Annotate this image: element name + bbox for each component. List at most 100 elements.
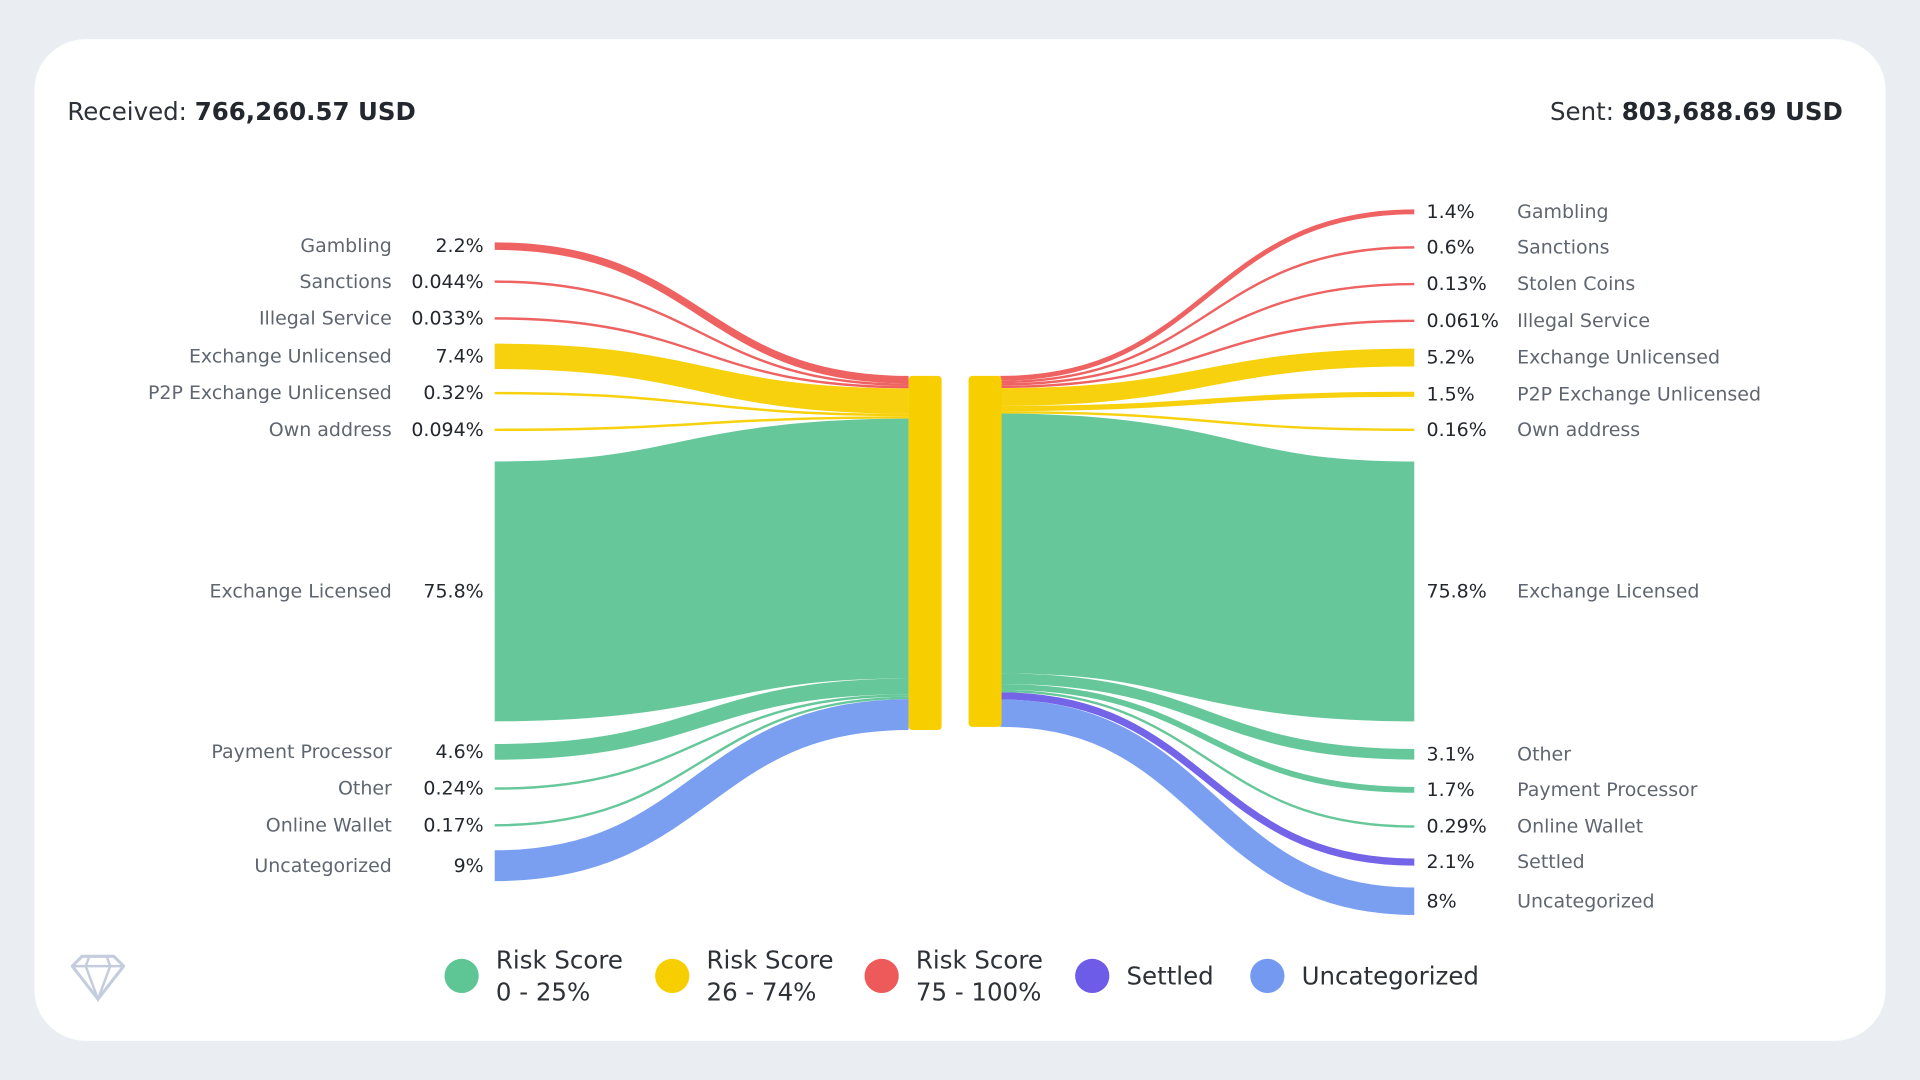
target-pct-p2p-exchange-unlicensed: 1.5% [1427,383,1475,405]
legend-swatch [444,958,479,994]
sent-value: 803,688.69 USD [1622,97,1843,126]
source-pct-illegal-service: 0.033% [411,307,483,329]
outflow-stolen-coins[interactable] [1000,282,1415,386]
outflow-sanctions[interactable] [1000,246,1415,384]
outflow-exchange-licensed[interactable] [999,413,1416,722]
outflow-online-wallet[interactable] [1000,689,1415,828]
target-pct-settled: 2.1% [1427,851,1475,873]
inflow-own-address[interactable] [494,416,909,432]
inflow-illegal-service[interactable] [494,317,909,389]
legend-label-line2: 26 - 74% [707,977,817,1006]
received-label: Received: [67,97,187,126]
legend-label: Settled [1127,961,1214,990]
target-pct-uncategorized: 8% [1427,890,1457,912]
target-label-gambling: Gambling [1517,201,1608,223]
sent-label: Sent: [1550,97,1614,126]
center-node-received[interactable] [908,375,942,731]
target-pct-gambling: 1.4% [1427,201,1475,223]
target-pct-online-wallet: 0.29% [1427,816,1487,838]
source-label-other: Other [338,778,392,800]
legend-swatch [655,958,690,994]
outflow-payment-processor[interactable] [1000,684,1415,793]
inflow-gambling[interactable] [494,242,909,384]
received-value: 766,260.57 USD [195,97,416,126]
target-label-online-wallet: Online Wallet [1517,816,1643,838]
diamond-logo-icon [70,954,126,1003]
target-pct-other: 3.1% [1427,743,1475,765]
target-pct-exchange-licensed: 75.8% [1427,581,1487,603]
legend-label: Uncategorized [1302,961,1479,990]
flows [494,209,1416,915]
source-label-own-address: Own address [269,419,392,441]
legend-item-settled[interactable]: Settled [1075,958,1214,994]
legend-label-line2: 75 - 100% [916,977,1041,1006]
inflow-payment-processor[interactable] [494,678,909,760]
labels: Gambling 2.2% Sanctions 0.044% Illegal Servi… [148,201,1761,912]
source-pct-sanctions: 0.044% [411,271,483,293]
outflow-gambling[interactable] [1000,209,1415,381]
legend-label-line1: Risk Score [707,946,834,975]
outflow-uncategorized[interactable] [1000,699,1415,915]
legend-swatch [1250,958,1285,994]
outflow-p2p-exchange-unlicensed[interactable] [1000,391,1415,412]
source-label-exchange-unlicensed: Exchange Unlicensed [189,345,392,367]
outflow-other[interactable] [1000,673,1415,760]
source-label-uncategorized: Uncategorized [254,855,391,877]
source-label-exchange-licensed: Exchange Licensed [210,581,392,603]
source-pct-exchange-unlicensed: 7.4% [435,345,483,367]
target-label-other: Other [1517,743,1571,765]
target-label-sanctions: Sanctions [1517,236,1609,258]
outflow-settled[interactable] [1000,692,1415,866]
target-label-exchange-licensed: Exchange Licensed [1517,581,1699,603]
source-pct-exchange-licensed: 75.8% [423,581,483,603]
legend-label-line1: Risk Score [916,946,1043,975]
sent-total: Sent: 803,688.69 USD [1550,97,1843,126]
source-label-online-wallet: Online Wallet [266,814,392,836]
target-pct-payment-processor: 1.7% [1427,779,1475,801]
received-total: Received: 766,260.57 USD [67,97,415,126]
source-label-payment-processor: Payment Processor [211,741,392,763]
source-pct-p2p-exchange-unlicensed: 0.32% [423,382,483,404]
target-label-uncategorized: Uncategorized [1517,890,1654,912]
center-node-sent[interactable] [968,375,1002,727]
source-label-p2p-exchange-unlicensed: P2P Exchange Unlicensed [148,382,392,404]
target-pct-exchange-unlicensed: 5.2% [1427,347,1475,369]
legend-swatch [1075,958,1110,994]
source-pct-own-address: 0.094% [411,419,483,441]
target-label-p2p-exchange-unlicensed: P2P Exchange Unlicensed [1517,383,1761,405]
target-pct-own-address: 0.16% [1427,419,1487,441]
inflow-exchange-unlicensed[interactable] [494,343,909,414]
source-pct-other: 0.24% [423,778,483,800]
target-label-payment-processor: Payment Processor [1517,779,1698,801]
inflow-uncategorized[interactable] [494,699,909,882]
outflow-illegal-service[interactable] [1000,319,1415,389]
target-label-stolen-coins: Stolen Coins [1517,273,1635,295]
target-label-exchange-unlicensed: Exchange Unlicensed [1517,347,1720,369]
source-label-gambling: Gambling [300,235,391,257]
target-pct-sanctions: 0.6% [1427,236,1475,258]
legend-swatch [864,958,899,994]
inflow-p2p-exchange-unlicensed[interactable] [494,391,909,417]
target-label-settled: Settled [1517,851,1585,873]
source-pct-gambling: 2.2% [435,235,483,257]
target-pct-stolen-coins: 0.13% [1427,273,1487,295]
chart-card [34,39,1886,1041]
source-label-sanctions: Sanctions [299,271,391,293]
source-label-illegal-service: Illegal Service [259,307,392,329]
target-label-illegal-service: Illegal Service [1517,310,1650,332]
legend-label-line1: Risk Score [496,946,623,975]
source-pct-online-wallet: 0.17% [423,814,483,836]
center-nodes [908,375,1002,731]
inflow-sanctions[interactable] [494,280,909,386]
inflow-online-wallet[interactable] [494,696,909,827]
inflow-other[interactable] [494,694,909,790]
legend-label-line2: 0 - 25% [496,977,590,1006]
legend-item-uncategorized[interactable]: Uncategorized [1250,958,1479,994]
inflow-exchange-licensed[interactable] [494,418,910,722]
outflow-own-address[interactable] [1000,411,1415,432]
outflow-exchange-unlicensed[interactable] [1000,348,1415,406]
